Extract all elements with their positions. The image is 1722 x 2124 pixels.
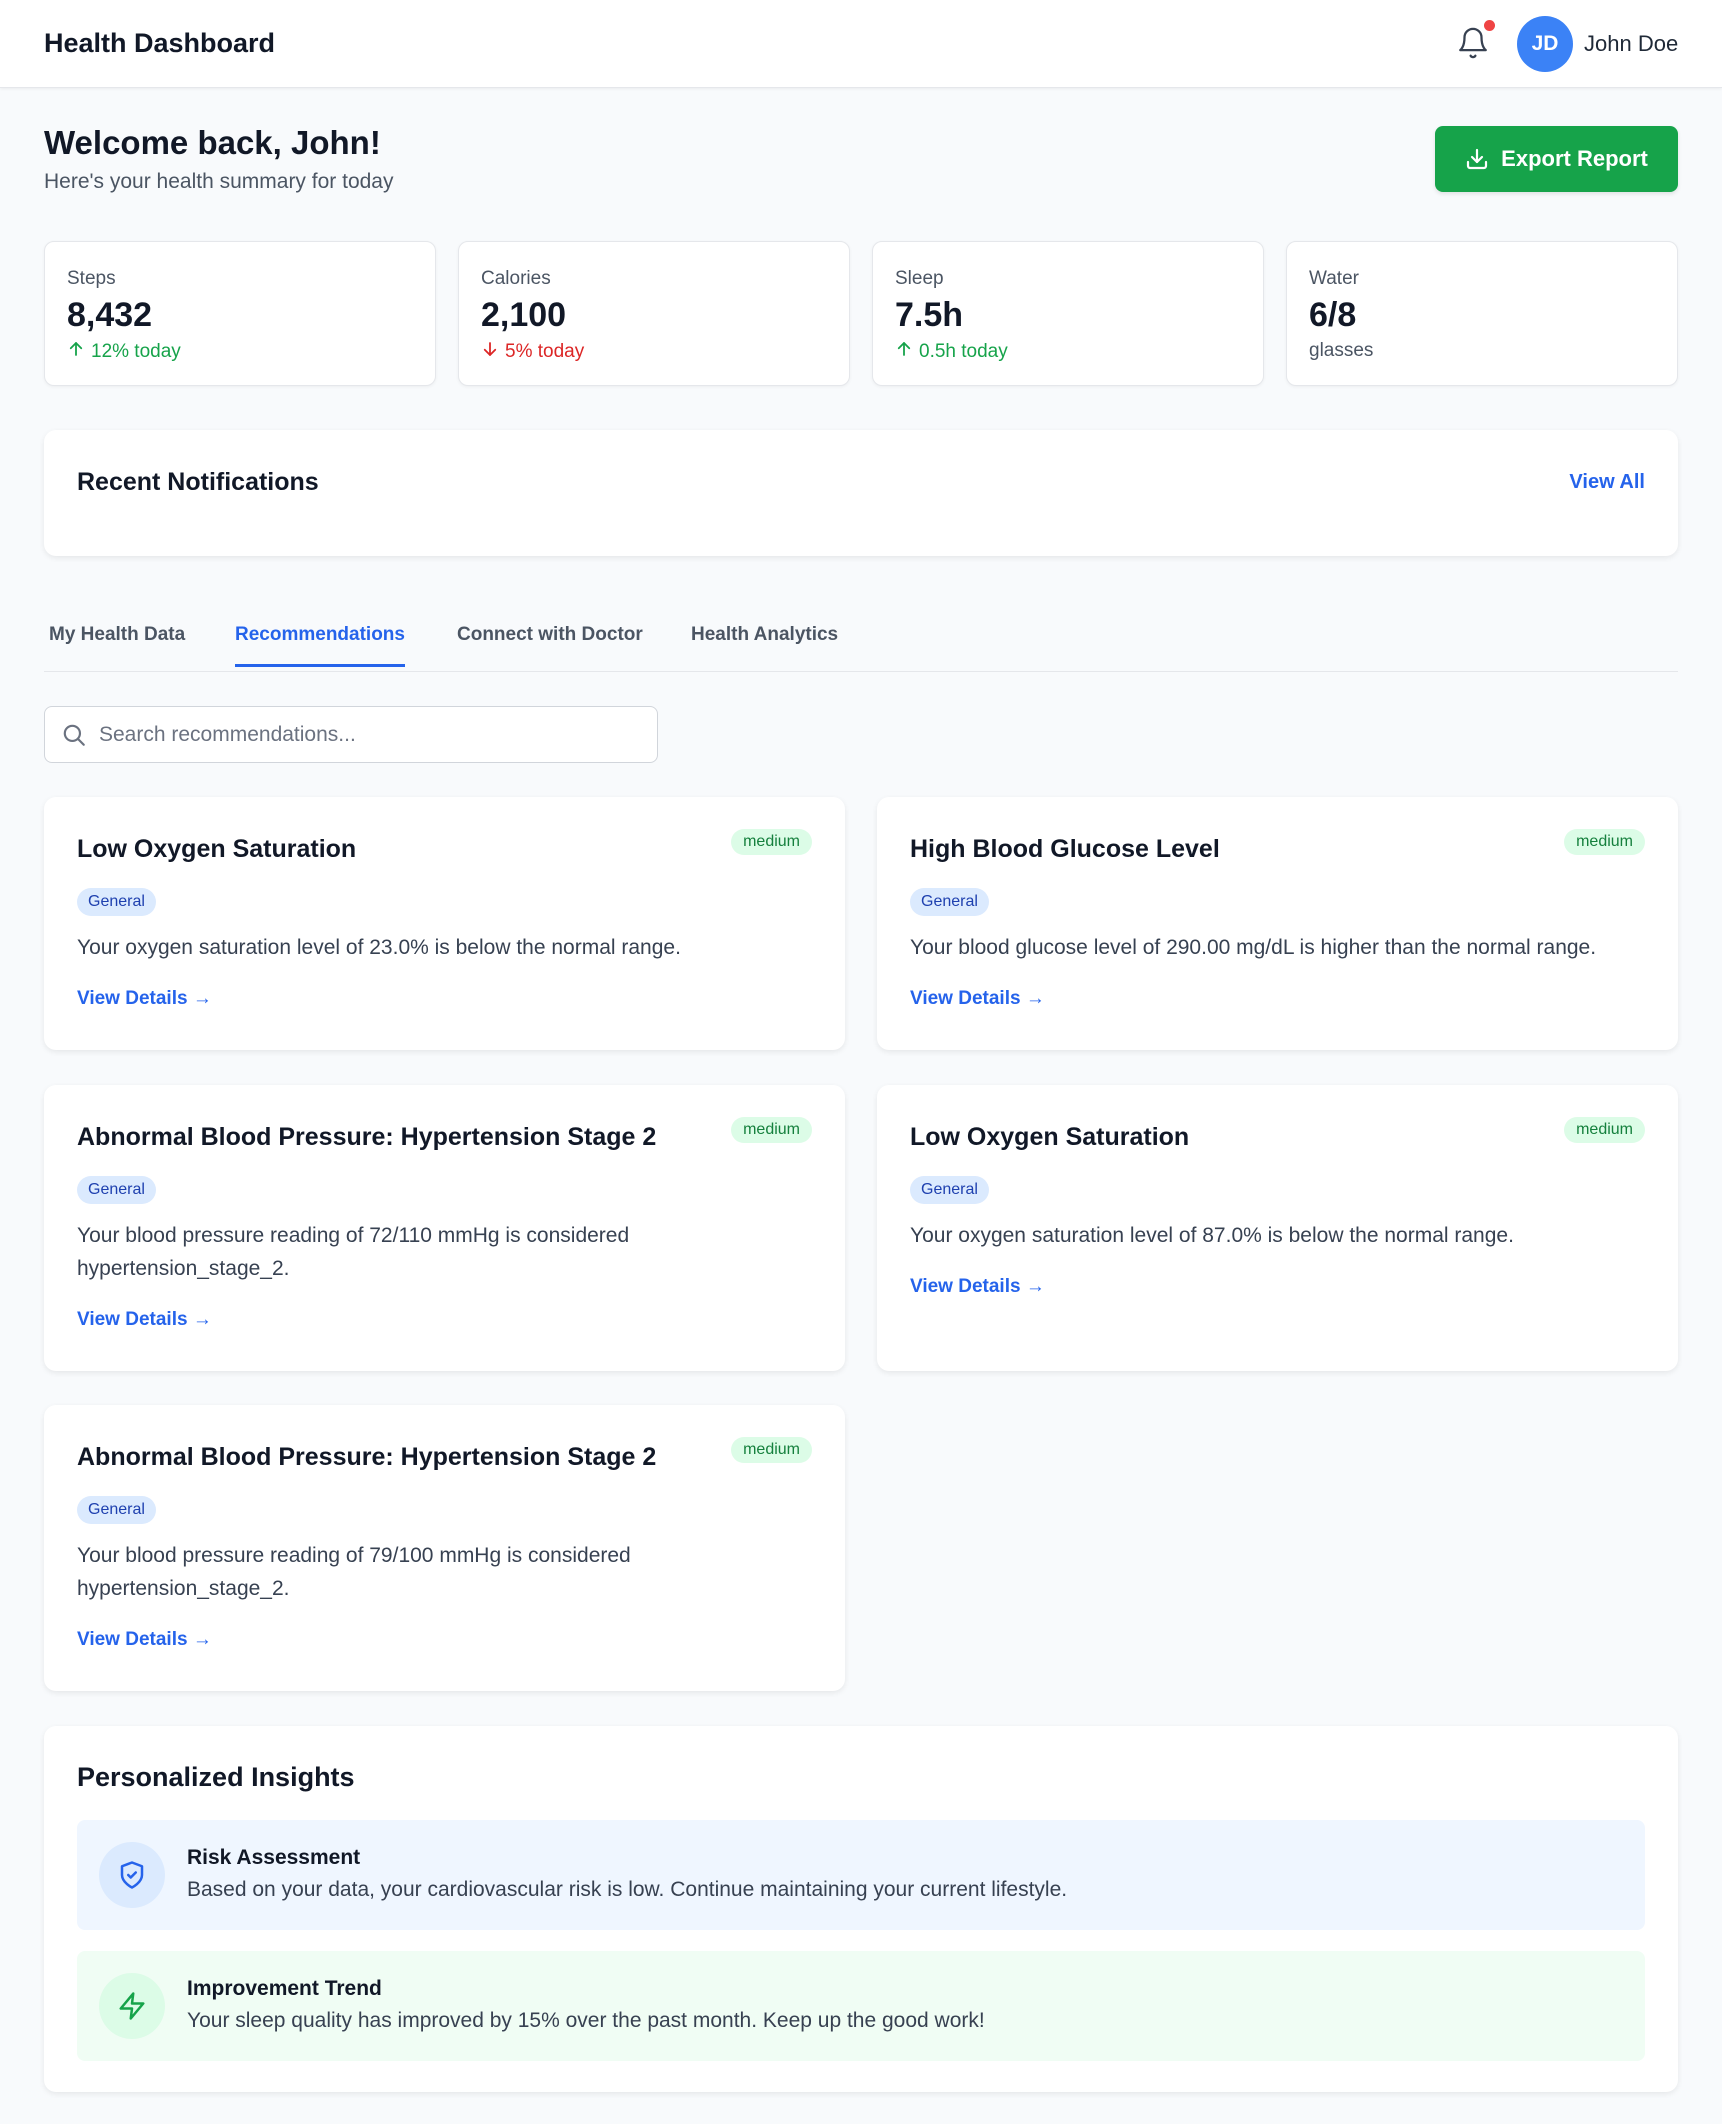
recommendation-description: Your blood glucose level of 290.00 mg/dL… [910, 936, 1597, 959]
welcome-title: Welcome back, John! [44, 124, 381, 161]
recommendation-description: Your blood pressure reading of 79/100 mm… [77, 1544, 631, 1600]
view-details-link[interactable]: View Details → [77, 1629, 212, 1650]
recommendation-description: Your oxygen saturation level of 87.0% is… [910, 1224, 1514, 1247]
stat-label: Calories [481, 268, 551, 289]
insight-title: Risk Assessment [187, 1846, 361, 1869]
stat-value: 7.5h [895, 296, 964, 334]
search-input[interactable] [99, 719, 639, 751]
download-icon [1467, 148, 1488, 170]
category-badge: General [910, 1176, 989, 1204]
recommendation-description: Your oxygen saturation level of 23.0% is… [77, 936, 681, 959]
stat-change: 0.5h today [895, 340, 1008, 364]
view-details-link[interactable]: View Details → [77, 988, 212, 1009]
insight-text: Based on your data, your cardiovascular … [187, 1878, 1068, 1901]
stat-change-text: 12% today [91, 341, 181, 362]
tab-connect-with-doctor[interactable]: Connect with Doctor [457, 624, 643, 645]
arrow-down-icon [481, 340, 499, 364]
app-title: Health Dashboard [44, 28, 276, 58]
tab-recommendations[interactable]: Recommendations [235, 624, 405, 667]
export-report-label: Export Report [1501, 146, 1648, 171]
stat-change: 5% today [481, 340, 584, 364]
welcome-subtitle: Here's your health summary for today [44, 170, 394, 193]
stat-label: Sleep [895, 268, 944, 289]
insight-risk-assessment: Risk Assessment Based on your data, your… [77, 1820, 1645, 1930]
view-details-link[interactable]: View Details → [910, 1276, 1045, 1297]
stat-change-text: 5% today [505, 341, 585, 362]
category-badge: General [77, 1176, 156, 1204]
priority-badge: medium [731, 1437, 812, 1463]
stat-change: 12% today [67, 340, 181, 364]
top-header: Health Dashboard JD John Doe [0, 0, 1722, 88]
stat-value: 2,100 [481, 296, 567, 334]
view-all-link[interactable]: View All [1569, 471, 1645, 493]
category-badge: General [77, 1496, 156, 1524]
notifications-title: Recent Notifications [77, 468, 319, 496]
recommendation-title: Abnormal Blood Pressure: Hypertension St… [77, 1443, 657, 1471]
priority-badge: medium [731, 1117, 812, 1143]
insight-improvement-trend: Improvement Trend Your sleep quality has… [77, 1951, 1645, 2061]
priority-badge: medium [731, 829, 812, 855]
priority-badge: medium [1564, 1117, 1645, 1143]
search-icon [63, 724, 85, 746]
stat-card-steps: Steps 8,432 12% today [44, 241, 436, 386]
stat-card-calories: Calories 2,100 5% today [458, 241, 850, 386]
stat-label: Water [1309, 268, 1359, 289]
notification-dot [1484, 20, 1495, 31]
tab-bar: My Health Data Recommendations Connect w… [44, 604, 1678, 672]
recommendation-title: High Blood Glucose Level [910, 835, 1220, 863]
search-box [44, 706, 658, 763]
bell-icon[interactable] [1456, 26, 1490, 60]
category-badge: General [910, 888, 989, 916]
stat-change: glasses [1309, 340, 1373, 362]
recommendation-card: Abnormal Blood Pressure: Hypertension St… [44, 1085, 845, 1371]
category-badge: General [77, 888, 156, 916]
arrow-up-icon [895, 340, 913, 364]
tab-my-health-data[interactable]: My Health Data [49, 624, 186, 645]
stat-label: Steps [67, 268, 116, 289]
stat-card-water: Water 6/8 glasses [1286, 241, 1678, 386]
recent-notifications-panel: Recent Notifications View All [44, 430, 1678, 556]
user-name[interactable]: John Doe [1584, 31, 1679, 56]
view-details-link[interactable]: View Details → [910, 988, 1045, 1009]
export-report-button[interactable]: Export Report [1435, 126, 1678, 192]
personalized-insights-panel: Personalized Insights Risk Assessment Ba… [44, 1726, 1678, 2092]
recommendation-card: Abnormal Blood Pressure: Hypertension St… [44, 1405, 845, 1691]
recommendation-title: Abnormal Blood Pressure: Hypertension St… [77, 1123, 657, 1151]
arrow-up-icon [67, 340, 85, 364]
recommendation-card: Low Oxygen Saturation medium General You… [44, 797, 845, 1050]
insight-text: Your sleep quality has improved by 15% o… [187, 2009, 985, 2032]
recommendation-card: Low Oxygen Saturation medium General You… [877, 1085, 1678, 1371]
tab-health-analytics[interactable]: Health Analytics [691, 624, 839, 645]
stat-value: 6/8 [1309, 296, 1357, 334]
shield-icon [99, 1842, 165, 1908]
recommendation-title: Low Oxygen Saturation [910, 1123, 1190, 1151]
insight-title: Improvement Trend [187, 1977, 382, 2000]
avatar[interactable]: JD [1517, 16, 1573, 72]
view-details-link[interactable]: View Details → [77, 1309, 212, 1330]
stat-change-text: glasses [1309, 340, 1374, 361]
recommendation-description: Your blood pressure reading of 72/110 mm… [77, 1224, 630, 1280]
stat-change-text: 0.5h today [919, 341, 1008, 362]
recommendation-card: High Blood Glucose Level medium General … [877, 797, 1678, 1050]
insights-title: Personalized Insights [77, 1762, 355, 1792]
stat-value: 8,432 [67, 296, 153, 334]
recommendation-title: Low Oxygen Saturation [77, 835, 357, 863]
stat-card-sleep: Sleep 7.5h 0.5h today [872, 241, 1264, 386]
priority-badge: medium [1564, 829, 1645, 855]
lightning-icon [99, 1973, 165, 2039]
